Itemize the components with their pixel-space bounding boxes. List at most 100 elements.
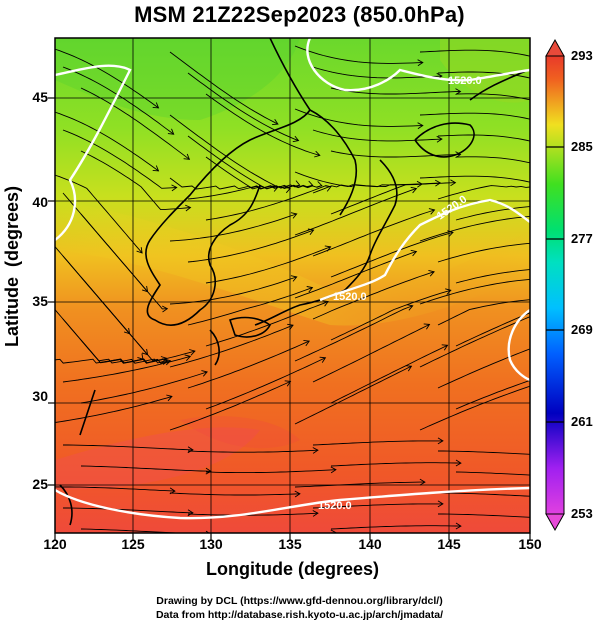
streamline [330,182,456,215]
streamline-arrow [272,118,279,126]
colorbar-tick-label: 269 [571,322,593,337]
streamline [55,357,167,364]
x-tick-label: 140 [358,536,382,552]
streamline [437,134,530,142]
streamline [438,513,530,518]
streamline-arrow [573,306,578,312]
streamline-arrow [437,437,444,445]
streamline [312,66,442,79]
streamline [294,481,425,488]
streamline-arrow [306,180,314,188]
axis-tick-marks [48,97,531,540]
lat-lon-grid [55,38,530,533]
streamline-arrow [183,153,191,160]
streamline [294,251,417,299]
streamline [419,385,530,431]
streamline [294,305,413,362]
streamline-arrow [533,312,539,318]
contour-label: 1520.0 [333,291,367,303]
x-tick-label: 125 [121,536,145,552]
streamline [80,371,208,404]
y-tick-label: 35 [32,293,48,309]
streamline-arrow [136,247,143,254]
colorbar [545,38,565,532]
colorbar-tick-label: 253 [571,506,593,521]
streamline [312,129,442,142]
streamline [187,184,313,200]
y-axis-label: Latitude (degrees) [2,185,22,347]
streamline [187,340,310,389]
streamline-arrow [185,204,192,212]
streamline-arrow [428,269,435,277]
streamline [55,486,175,492]
streamline [330,344,448,404]
streamline [312,323,430,383]
streamline-arrow [410,249,418,257]
streamline [312,209,435,257]
streamline [205,301,329,347]
streamline-arrow [306,286,314,293]
streamline-arrow [330,466,337,474]
streamline-arrow [292,135,300,143]
streamline [419,175,530,183]
streamline-arrow [417,122,424,130]
wind-streamlines [55,45,585,533]
streamline [437,348,530,389]
streamline [205,93,320,156]
streamline [55,395,173,423]
streamline-arrow [406,304,414,311]
streamline [205,469,336,474]
map-title: MSM 21Z22Sep2023 (850.0hPa) [134,2,465,27]
streamline-arrow [445,288,452,295]
streamline [419,112,530,120]
streamline-arrow [535,381,541,387]
streamline [205,185,331,221]
credits-data-source: Data from http://database.rish.kyoto-u.a… [155,609,444,621]
streamline-arrow [205,530,210,533]
streamline [62,355,191,383]
y-tick-label: 25 [32,476,48,492]
streamline [330,87,461,95]
streamline [62,129,177,189]
streamline-arrow [166,394,173,402]
streamline [455,206,530,221]
streamline-arrow [580,265,585,271]
streamline [80,213,168,310]
streamline-arrow [441,344,449,351]
streamline-arrow [189,349,196,356]
streamline-arrow [187,446,194,454]
streamline [294,45,423,64]
streamline-arrow [319,356,327,363]
streamline [169,51,279,125]
y-tick-label: 45 [32,89,48,105]
streamline-arrow [312,447,319,454]
streamline [419,215,530,242]
streamline [330,231,454,278]
streamline-arrow [171,184,178,192]
streamline-arrow [455,459,462,467]
streamline [55,174,143,254]
streamline [455,312,530,347]
streamline [55,111,159,172]
streamline [80,528,188,533]
streamline [187,287,313,326]
streamline-arrow [152,165,160,172]
streamline [205,357,326,410]
streamline [62,318,168,364]
streamline [330,525,461,530]
streamline [419,49,530,57]
streamline [455,471,530,476]
streamline-arrow [437,500,444,508]
streamline-arrow [580,202,585,208]
colorbar-tick-label: 285 [571,139,593,154]
streamline [438,450,530,455]
streamline [455,156,530,164]
geopotential-contours [55,38,530,520]
streamline-arrow [563,516,568,522]
streamline-arrow [573,364,579,370]
streamline [437,185,530,200]
streamline-arrow [450,179,457,187]
streamline [455,269,530,284]
x-tick-label: 135 [278,536,302,552]
